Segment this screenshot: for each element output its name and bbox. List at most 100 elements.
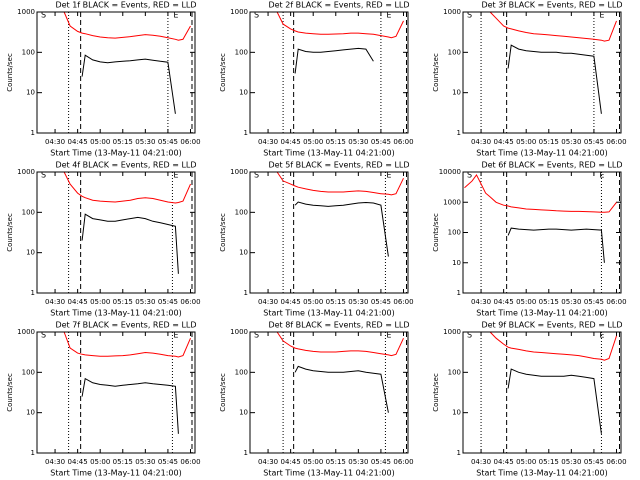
y-tick-label: 100: [448, 229, 461, 237]
x-tick-label: 05:00: [303, 458, 323, 466]
y-axis-label: Counts/sec: [219, 53, 227, 92]
annotation: S: [467, 11, 472, 20]
series-line: [294, 365, 389, 413]
x-tick-label: 06:00: [180, 138, 200, 146]
y-tick-label: 10: [239, 89, 248, 97]
y-tick-label: 10: [452, 409, 461, 417]
x-tick-label: 05:30: [135, 138, 155, 146]
x-tick-label: 05:30: [135, 298, 155, 306]
annotation: E: [173, 171, 178, 180]
x-tick-label: 06:00: [606, 458, 626, 466]
x-tick-label: 05:30: [348, 458, 368, 466]
series-line: [489, 11, 617, 42]
series-line: [276, 171, 404, 196]
panel-title: Det 3f BLACK = Events, RED = LLD: [481, 1, 622, 10]
y-tick-label: 1000: [443, 198, 461, 206]
x-tick-label: 05:15: [326, 298, 346, 306]
y-tick-label: 10: [239, 409, 248, 417]
x-tick-label: 05:15: [326, 138, 346, 146]
y-tick-label: 1: [31, 129, 35, 137]
y-axis-label: Counts/sec: [432, 373, 440, 412]
y-tick-label: 10: [26, 409, 35, 417]
panel-title: Det 4f BLACK = Events, RED = LLD: [55, 161, 196, 170]
y-tick-label: 10: [26, 249, 35, 257]
series-line: [81, 54, 176, 114]
x-tick-label: 04:30: [471, 458, 491, 466]
series-line: [81, 213, 179, 274]
x-tick-label: 06:00: [393, 138, 413, 146]
y-axis-label: Counts/sec: [432, 53, 440, 92]
x-tick-label: 04:30: [45, 298, 65, 306]
annotation: S: [41, 171, 46, 180]
x-tick-label: 05:15: [113, 458, 133, 466]
y-tick-label: 1: [457, 449, 461, 457]
x-tick-label: 05:00: [90, 138, 110, 146]
y-tick-label: 1: [244, 449, 248, 457]
x-tick-label: 04:30: [45, 138, 65, 146]
x-axis-label: Start Time (13-May-11 04:21:00): [50, 149, 181, 158]
x-tick-label: 05:15: [539, 298, 559, 306]
annotation: E: [386, 331, 391, 340]
y-tick-label: 100: [235, 368, 248, 376]
x-axis-label: Start Time (13-May-11 04:21:00): [50, 309, 181, 318]
x-tick-label: 05:30: [348, 138, 368, 146]
plot-frame: [462, 11, 622, 134]
x-tick-label: 05:30: [561, 138, 581, 146]
x-tick-label: 05:45: [158, 298, 178, 306]
panel: Det 4f BLACK = Events, RED = LLD Start Ti…: [6, 161, 201, 318]
series-line: [63, 331, 191, 358]
annotation: E: [386, 11, 391, 20]
x-tick-label: 05:00: [516, 298, 536, 306]
panel-title: Det 6f BLACK = Events, RED = LLD: [481, 161, 622, 170]
series-line: [507, 44, 602, 114]
x-tick-label: 05:45: [371, 458, 391, 466]
annotation: E: [599, 171, 604, 180]
plot-frame: [249, 331, 409, 454]
x-tick-label: 04:45: [68, 458, 88, 466]
series-line: [464, 173, 617, 213]
x-tick-label: 05:30: [561, 458, 581, 466]
y-tick-label: 10000: [439, 168, 461, 176]
panel: Det 2f BLACK = Events, RED = LLD Start Ti…: [219, 1, 414, 158]
plot-frame: [462, 331, 622, 454]
series-line: [81, 377, 179, 434]
annotation: E: [173, 331, 178, 340]
y-axis-label: Counts/sec: [6, 53, 14, 92]
x-tick-label: 05:45: [584, 138, 604, 146]
x-axis-label: Start Time (13-May-11 04:21:00): [476, 309, 607, 318]
panel: Det 7f BLACK = Events, RED = LLD Start Ti…: [6, 321, 201, 478]
x-axis-label: Start Time (13-May-11 04:21:00): [476, 149, 607, 158]
x-tick-label: 05:45: [371, 298, 391, 306]
x-tick-label: 05:15: [539, 458, 559, 466]
x-tick-label: 05:45: [371, 138, 391, 146]
x-tick-label: 06:00: [393, 458, 413, 466]
y-tick-label: 100: [448, 368, 461, 376]
panel: Det 8f BLACK = Events, RED = LLD Start Ti…: [219, 321, 414, 478]
x-tick-label: 05:45: [158, 458, 178, 466]
y-tick-label: 100: [22, 48, 35, 56]
series-line: [294, 47, 374, 74]
y-tick-label: 1000: [230, 168, 248, 176]
x-tick-label: 06:00: [606, 298, 626, 306]
x-tick-label: 04:45: [281, 458, 301, 466]
plot-frame: [249, 171, 409, 294]
x-tick-label: 05:00: [303, 298, 323, 306]
annotation: E: [599, 11, 604, 20]
y-tick-label: 1000: [443, 8, 461, 16]
y-tick-label: 100: [22, 368, 35, 376]
x-tick-label: 04:30: [258, 138, 278, 146]
x-tick-label: 04:30: [45, 458, 65, 466]
x-tick-label: 04:30: [258, 298, 278, 306]
panel: Det 3f BLACK = Events, RED = LLD Start Ti…: [432, 1, 627, 158]
y-tick-label: 1: [457, 129, 461, 137]
x-tick-label: 04:45: [68, 298, 88, 306]
y-tick-label: 1000: [443, 328, 461, 336]
panel: Det 6f BLACK = Events, RED = LLD Start Ti…: [432, 161, 627, 318]
x-tick-label: 05:30: [561, 298, 581, 306]
annotation: E: [386, 171, 391, 180]
panel: Det 9f BLACK = Events, RED = LLD Start Ti…: [432, 321, 627, 478]
panel-title: Det 2f BLACK = Events, RED = LLD: [268, 1, 409, 10]
x-tick-label: 05:00: [90, 458, 110, 466]
y-tick-label: 1000: [230, 8, 248, 16]
